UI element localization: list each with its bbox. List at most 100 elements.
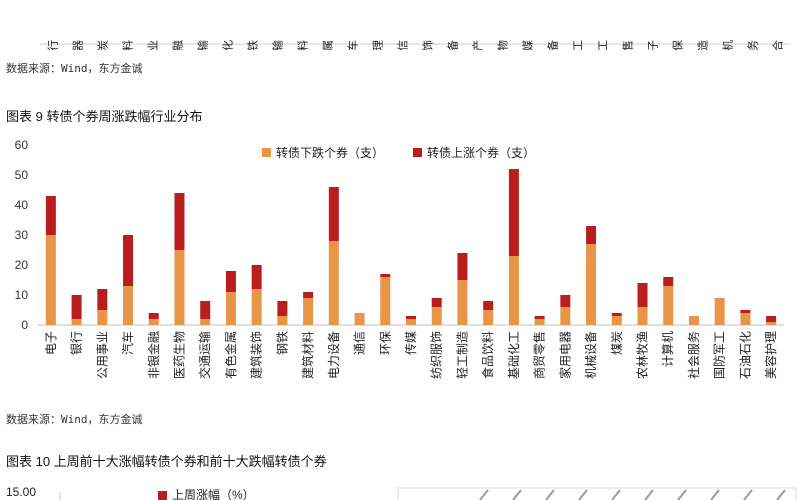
bar-down-segment [97,310,108,325]
figure-10-label-fragment [545,489,555,500]
data-source-note-2: 数据来源：Wind，东方金诚 [6,413,143,426]
top-strip-label: 食品饮料 [121,40,135,50]
bar-down-segment [508,256,519,325]
top-strip-label: 轻工制造 [696,40,710,50]
bar-up-segment [586,226,597,244]
bar-down-segment [714,298,725,325]
figure-10-right-panel [397,487,797,500]
top-strip-label: 煤炭 [97,40,110,50]
figure-10-label-fragment [512,489,522,500]
previous-chart-label-strip: 银行 家用电器 煤炭 食品饮料 公用事业 非银金融 交通运输 石油石化 钢铁 交通运输 建筑材料 有色… [0,0,800,50]
bar-down-segment [611,316,622,325]
bar-up-segment [328,187,339,241]
legend-swatch-down [262,148,271,157]
figure-9-chart: 0102030405060电子 银行 公用事业 汽车 非银金融 医药生物 交通运输 有色金属建… [15,138,784,379]
x-tick-label: 非银金融 [146,331,161,379]
top-strip-label: 医药生物 [496,40,510,50]
bar-down-segment [483,310,494,325]
top-strip-label: 电力设备 [546,40,560,50]
bar-up-segment [200,301,211,319]
bar-down-segment [406,319,416,325]
top-strip-label: 社会服务 [746,40,760,50]
bar-down-segment [71,319,82,325]
bar-down-segment [688,316,699,325]
top-strip-label: 汽车 [346,40,360,50]
figure-10-label-fragment [677,489,687,500]
bar-up-segment [71,295,82,319]
top-strip-label: 交通运输 [271,40,285,50]
x-tick-label: 传媒 [403,331,418,355]
figure-10-title: 图表 10 上周前十大涨幅转债个券和前十大跌幅转债个券 [6,454,327,469]
bar-up-segment [740,310,751,313]
bar-down-segment [560,307,571,325]
top-strip-label: 纺织服饰 [421,40,435,50]
bar-down-segment [663,286,674,325]
top-strip-label: 国防军工 [596,40,610,50]
bar-down-segment [457,280,468,325]
figure-9-title: 图表 9 转债个券周涨跌幅行业分布 [6,109,203,124]
bar-down-segment [740,313,751,325]
x-tick-label: 煤炭 [610,331,624,355]
legend-label-up: 转债上涨个券（支） [427,145,535,160]
top-strip-label: 钢铁 [247,40,260,50]
bar-down-segment [354,313,365,325]
x-tick-label: 基础化工 [507,331,521,379]
chart-legend: 转债下跌个券（支） 转债上涨个券（支） [262,145,535,160]
top-strip-label: 传媒 [522,40,535,50]
bar-up-segment [97,289,108,310]
y-tick-label: 10 [15,288,29,302]
bar-down-segment [380,277,391,325]
bar-up-segment [766,316,777,322]
top-strip-label: 综合 [771,40,785,50]
figure-10-chart-partial: 15.00 上周涨幅（%） [0,478,800,500]
top-strip-label: 公用事业 [147,40,160,50]
x-tick-label: 食品饮料 [480,331,495,379]
x-tick-label: 建筑装饰 [249,331,264,379]
bar-up-segment [251,265,262,289]
top-strip-label: 银行 [46,40,60,50]
x-tick-label: 医药生物 [172,331,186,379]
bar-down-segment [148,319,159,325]
bar-up-segment [148,313,159,319]
y-tick-label: 50 [15,168,29,182]
x-tick-label: 银行 [70,331,84,355]
top-strip-label: 建筑材料 [296,40,310,50]
figure-10-label-fragment [578,489,588,500]
bar-down-segment [431,307,442,325]
bar-up-segment [534,316,545,319]
bar-down-segment [766,322,777,325]
figure-10-label-fragment [743,489,753,500]
bar-up-segment [225,271,236,292]
top-strip-label: 石油石化 [221,40,235,50]
x-tick-label: 建筑材料 [300,331,315,379]
bar-down-segment [225,292,236,325]
figure-10-label-fragment [644,489,654,500]
bar-down-segment [174,250,185,325]
bar-up-segment [380,274,391,277]
bar-down-segment [303,298,314,325]
bar-down-segment [586,244,597,325]
top-strip-label: 机械设备 [446,40,460,50]
bar-up-segment [611,313,622,316]
x-tick-label: 交通运输 [197,331,212,379]
figure-10-label-fragment [611,489,621,500]
x-tick-label: 电力设备 [327,331,341,379]
x-tick-label: 通信 [353,331,367,355]
bar-up-segment [637,283,648,307]
top-strip-label: 交通运输 [196,40,210,50]
y-tick-label: 30 [15,228,29,242]
top-strip-label: 电子 [647,40,660,50]
legend-swatch-up [413,148,422,157]
x-tick-label: 家用电器 [557,331,572,379]
x-tick-label: 美容护理 [763,331,778,379]
top-strip-label: 环保 [671,40,685,50]
x-tick-label: 机械设备 [583,331,598,379]
figure-10-legend-swatch [158,491,167,500]
bar-up-segment [560,295,571,307]
top-strip-label: 美容护理 [371,40,385,50]
figure-10-label-fragment [776,489,786,500]
bar-down-segment [45,235,56,325]
bar-down-segment [200,319,211,325]
top-strip-label: 通信 [397,40,410,50]
data-source-note: 数据来源：Wind，东方金诚 [6,62,143,75]
